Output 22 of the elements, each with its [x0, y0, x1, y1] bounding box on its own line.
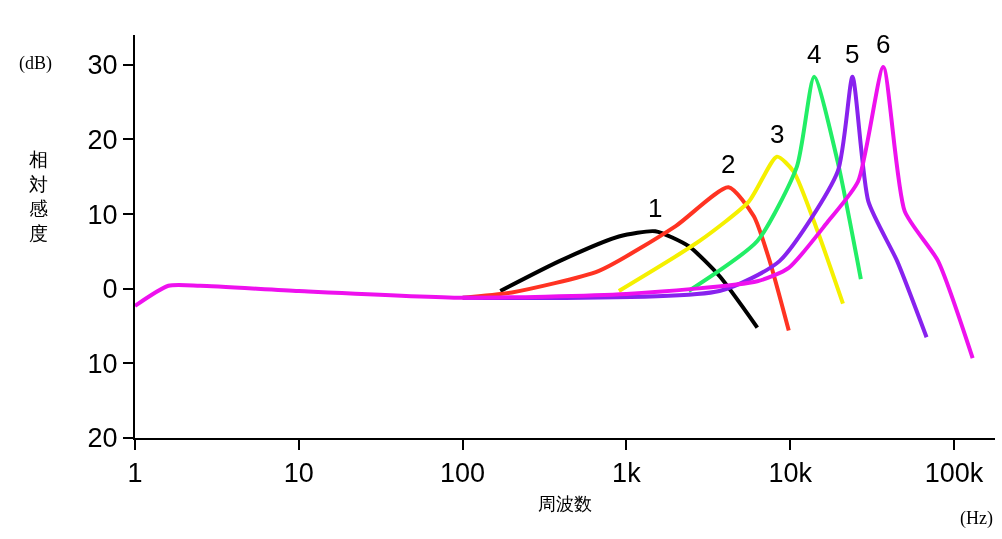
series-label: 4 — [807, 39, 822, 69]
x-tick-label: 1k — [612, 458, 642, 489]
series-label: 6 — [876, 29, 891, 59]
y-tick-label: 10 — [87, 199, 118, 230]
y-axis-title: 相対感度 — [29, 148, 48, 245]
x-axis-title: 周波数 — [538, 493, 592, 514]
series-label: 1 — [648, 193, 663, 223]
y-tick-label: 10 — [87, 348, 118, 379]
y-tick-label: 30 — [87, 50, 118, 81]
text: (dB) — [19, 53, 52, 74]
y-tick-label: 20 — [87, 124, 118, 155]
x-tick-label: 100k — [924, 458, 984, 489]
series-label: 3 — [770, 119, 785, 149]
x-tick-label: 10 — [283, 458, 314, 489]
x-tick-label: 100 — [440, 458, 486, 489]
x-tick-label: 1 — [127, 458, 143, 489]
y-tick-label: 0 — [102, 274, 118, 305]
x-tick-label: 10k — [768, 458, 813, 489]
series-label: 2 — [721, 149, 736, 179]
y-tick-label: 20 — [87, 423, 118, 454]
text: (Hz) — [960, 508, 993, 529]
series-label: 5 — [845, 39, 860, 69]
